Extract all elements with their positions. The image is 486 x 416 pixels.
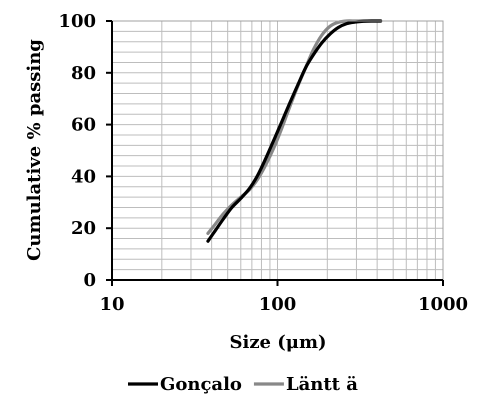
legend-label-1: Gonçalo — [160, 374, 242, 395]
x-tick-labels: 10 100 1000 — [99, 294, 468, 315]
series-lines — [206, 19, 383, 243]
series-line-gon-alo — [206, 19, 383, 243]
x-tick-label: 1000 — [418, 294, 468, 315]
y-tick-label: 0 — [83, 270, 96, 291]
y-tick-label: 20 — [71, 218, 96, 239]
y-tick-label: 40 — [71, 166, 96, 187]
y-tick-label: 100 — [58, 11, 96, 32]
y-tick-label: 80 — [71, 63, 96, 84]
legend: Gonçalo Läntt ä — [128, 374, 358, 395]
legend-label-2: Läntt ä — [286, 374, 358, 395]
y-axis-title: Cumulative % passing — [24, 39, 45, 261]
x-axis-title: Size (μm) — [229, 332, 326, 353]
plot-frame — [106, 20, 444, 286]
series-line-l-ntt- — [206, 19, 383, 235]
x-tick-label: 100 — [259, 294, 297, 315]
grid — [111, 20, 444, 281]
y-tick-label: 60 — [71, 115, 96, 136]
x-tick-label: 10 — [99, 294, 124, 315]
y-tick-labels: 0 20 40 60 80 100 — [58, 11, 96, 291]
